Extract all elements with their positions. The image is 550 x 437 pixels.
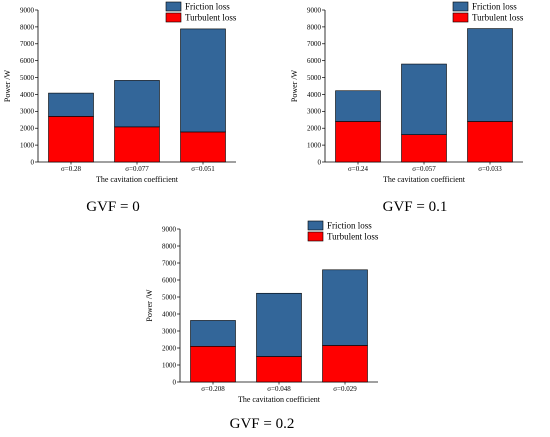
y-tick-label: 8000 — [307, 23, 322, 31]
legend-label-friction-loss: Friction loss — [327, 221, 372, 231]
legend-label-friction-loss: Friction loss — [185, 2, 230, 12]
x-tick-label: σ=0.048 — [267, 385, 291, 393]
bar-turbulent-loss — [114, 126, 160, 163]
panel-caption: GVF = 0.1 — [383, 199, 448, 215]
bar-turbulent-loss — [190, 345, 236, 383]
y-tick-label: 9000 — [307, 6, 322, 14]
legend-swatch-turbulent-loss — [165, 12, 182, 23]
legend-swatch-friction-loss — [165, 1, 182, 12]
legend-label-turbulent-loss: Turbulent loss — [327, 232, 379, 242]
y-tick-label: 9000 — [162, 225, 177, 233]
y-tick-label: 0 — [318, 158, 322, 166]
legend-swatch-turbulent-loss — [307, 231, 324, 242]
bar-friction-loss — [48, 92, 94, 117]
y-tick-label: 2000 — [162, 344, 177, 352]
legend-swatch-friction-loss — [452, 1, 469, 12]
bar-turbulent-loss — [180, 131, 226, 163]
chart-panel-2: 0 1000 2000 3000 4000 5000 6000 7000 8000 9000 Pow… — [290, 2, 524, 216]
y-tick-label: 1000 — [162, 361, 177, 369]
x-tick-label: σ=0.24 — [348, 165, 368, 173]
y-tick-label: 6000 — [162, 276, 177, 284]
x-tick-label: σ=0.051 — [191, 165, 215, 173]
panel-caption: GVF = 0.2 — [230, 416, 295, 432]
x-axis-label: The cavitation coefficient — [383, 175, 466, 184]
y-tick-label: 7000 — [20, 40, 35, 48]
legend-label-turbulent-loss: Turbulent loss — [185, 13, 237, 23]
y-tick-label: 6000 — [307, 57, 322, 65]
bar-turbulent-loss — [401, 134, 447, 163]
y-tick-label: 9000 — [20, 6, 35, 14]
y-tick-label: 1000 — [307, 142, 322, 150]
y-tick-label: 7000 — [307, 40, 322, 48]
x-tick-label: σ=0.28 — [61, 165, 81, 173]
legend-label-turbulent-loss: Turbulent loss — [472, 13, 524, 23]
y-tick-label: 5000 — [162, 293, 177, 301]
y-tick-label: 2000 — [20, 125, 35, 133]
x-tick-label: σ=0.033 — [478, 165, 502, 173]
bar-friction-loss — [114, 80, 160, 128]
legend-swatch-friction-loss — [307, 220, 324, 231]
legend-label-friction-loss: Friction loss — [472, 2, 517, 12]
chart-panel-1: 0 1000 2000 3000 4000 5000 6000 7000 8000 9000 Pow… — [3, 2, 237, 216]
y-tick-label: 5000 — [307, 74, 322, 82]
y-tick-label: 3000 — [307, 108, 322, 116]
x-tick-label: σ=0.029 — [333, 385, 357, 393]
bar-turbulent-loss — [256, 356, 302, 383]
bar-turbulent-loss — [335, 121, 381, 163]
y-tick-label: 3000 — [162, 327, 177, 335]
y-tick-label: 8000 — [20, 23, 35, 31]
y-axis-label: Power /W — [3, 69, 12, 102]
x-axis-label: The cavitation coefficient — [238, 395, 321, 404]
x-tick-label: σ=0.208 — [201, 385, 225, 393]
bar-turbulent-loss — [322, 345, 368, 383]
bar-friction-loss — [190, 320, 236, 347]
y-tick-label: 2000 — [307, 125, 322, 133]
y-tick-label: 1000 — [20, 142, 35, 150]
x-tick-label: σ=0.057 — [412, 165, 436, 173]
bar-friction-loss — [256, 292, 302, 357]
y-axis-label: Power /W — [290, 69, 299, 102]
y-tick-label: 0 — [31, 158, 35, 166]
y-tick-label: 4000 — [162, 310, 177, 318]
bar-friction-loss — [180, 28, 226, 133]
bar-friction-loss — [401, 63, 447, 135]
bar-friction-loss — [322, 269, 368, 346]
bar-turbulent-loss — [467, 121, 513, 163]
y-tick-label: 3000 — [20, 108, 35, 116]
y-tick-label: 4000 — [20, 91, 35, 99]
bar-turbulent-loss — [48, 116, 94, 163]
y-axis-label: Power /W — [145, 289, 154, 322]
x-tick-label: σ=0.077 — [125, 165, 149, 173]
y-tick-label: 8000 — [162, 242, 177, 250]
legend-swatch-turbulent-loss — [452, 12, 469, 23]
chart-panel-3: 0 1000 2000 3000 4000 5000 6000 7000 8000 9000 Pow… — [145, 221, 379, 433]
bar-friction-loss — [335, 90, 381, 122]
panel-caption: GVF = 0 — [86, 199, 139, 215]
y-tick-label: 5000 — [20, 74, 35, 82]
bar-friction-loss — [467, 28, 513, 122]
y-tick-label: 6000 — [20, 57, 35, 65]
x-axis-label: The cavitation coefficient — [96, 175, 179, 184]
y-tick-label: 4000 — [307, 91, 322, 99]
y-tick-label: 0 — [173, 378, 177, 386]
y-tick-label: 7000 — [162, 259, 177, 267]
